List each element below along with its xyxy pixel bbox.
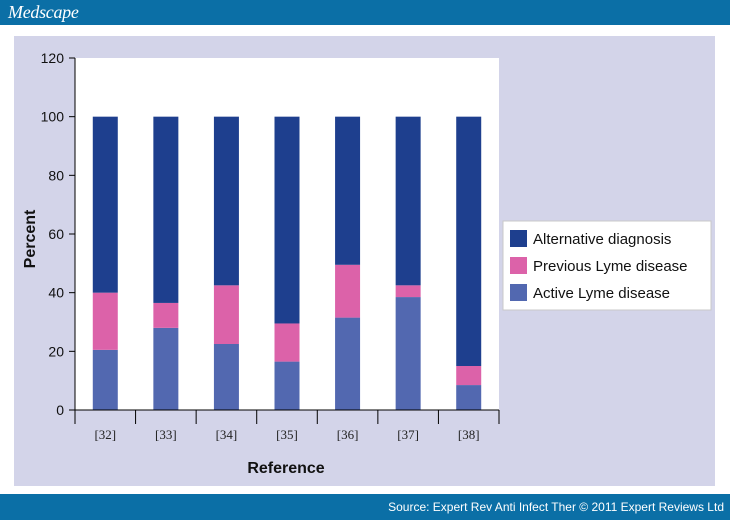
bar-segment-alternative-diagnosis — [456, 116, 482, 367]
y-tick-label: 60 — [48, 226, 64, 242]
x-category-label: [34] — [216, 427, 238, 442]
legend-swatch — [510, 257, 527, 274]
x-category-label: [38] — [458, 427, 480, 442]
bar-segment-alternative-diagnosis — [92, 116, 118, 293]
x-category-label: [35] — [276, 427, 298, 442]
y-tick-label: 40 — [48, 285, 64, 301]
y-tick-label: 100 — [41, 109, 65, 125]
bar-segment-active-lyme-disease — [456, 385, 482, 410]
bar-segment-previous-lyme-disease — [335, 264, 361, 318]
bar-segment-active-lyme-disease — [395, 297, 421, 410]
bar-segment-alternative-diagnosis — [153, 116, 179, 303]
bar-segment-active-lyme-disease — [92, 349, 118, 410]
x-category-label: [32] — [94, 427, 116, 442]
bars-group — [92, 116, 482, 410]
y-tick-label: 120 — [41, 50, 65, 66]
y-axis: 0 20 40 60 80 100 120 — [41, 50, 76, 418]
y-axis-label: Percent — [22, 209, 39, 268]
bar-segment-alternative-diagnosis — [335, 116, 361, 265]
y-tick-label: 80 — [48, 167, 64, 183]
x-axis-label: Reference — [247, 460, 324, 477]
y-tick-label: 20 — [48, 343, 64, 359]
bar-segment-active-lyme-disease — [274, 361, 300, 410]
bar-segment-previous-lyme-disease — [92, 292, 118, 350]
bar-segment-active-lyme-disease — [213, 344, 239, 410]
legend-label: Alternative diagnosis — [533, 231, 671, 248]
top-banner: Medscape — [0, 0, 730, 25]
bar-segment-alternative-diagnosis — [395, 116, 421, 286]
bar-segment-alternative-diagnosis — [213, 116, 239, 286]
x-axis: [32] [33] [34] [35] [36] [37] [38] — [74, 409, 500, 442]
x-category-label: [37] — [397, 427, 419, 442]
legend-swatch — [510, 284, 527, 301]
legend-swatch — [510, 230, 527, 247]
bar-segment-active-lyme-disease — [335, 317, 361, 410]
x-category-label: [33] — [155, 427, 177, 442]
medscape-logo: Medscape — [8, 2, 79, 22]
legend-box — [502, 220, 712, 311]
x-category-label: [36] — [337, 427, 359, 442]
legend-label: Active Lyme disease — [533, 285, 670, 302]
bar-segment-previous-lyme-disease — [456, 366, 482, 386]
source-credit: Source: Expert Rev Anti Infect Ther © 20… — [388, 500, 724, 514]
y-tick-label: 0 — [56, 402, 64, 418]
bar-segment-active-lyme-disease — [153, 327, 179, 410]
bar-segment-alternative-diagnosis — [274, 116, 300, 324]
bar-segment-previous-lyme-disease — [213, 285, 239, 344]
legend: Alternative diagnosis Previous Lyme disea… — [502, 220, 712, 311]
legend-label: Previous Lyme disease — [533, 258, 688, 275]
bar-segment-previous-lyme-disease — [395, 285, 421, 298]
bar-segment-previous-lyme-disease — [153, 302, 179, 328]
bottom-banner: Source: Expert Rev Anti Infect Ther © 20… — [0, 494, 730, 520]
bar-segment-previous-lyme-disease — [274, 323, 300, 362]
